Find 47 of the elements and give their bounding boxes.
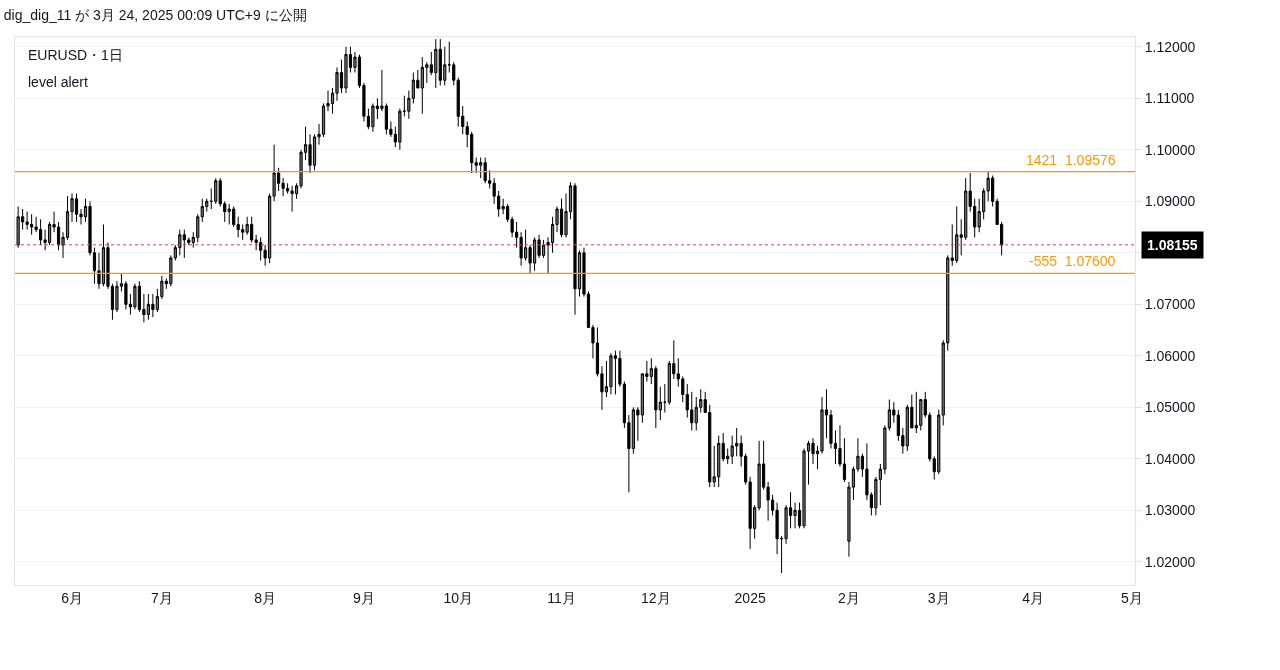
y-tick-label: 1.07000 [1144,296,1196,313]
candlestick [344,46,348,94]
y-tick-label: 1.06000 [1144,347,1196,364]
candlestick [613,350,618,395]
candlestick [609,352,613,395]
candlestick [151,293,155,318]
x-tick-label: 8月 [254,589,277,606]
y-tick-label: 1.12000 [1144,38,1196,55]
candlestick [214,177,218,205]
x-tick-label: 9月 [353,589,375,606]
candlestick [209,187,213,210]
x-tick-label: 12月 [641,589,671,606]
chart-title: dig_dig_11 が 3月 24, 2025 00:09 UTC+9 に公開 [3,6,307,23]
y-tick-label: 1.02000 [1144,553,1196,570]
y-tick-label: 1.04000 [1144,450,1196,467]
candlestick [227,203,231,225]
candlestick [573,182,577,316]
candlestick [101,223,106,287]
candlestick [434,38,438,89]
ref-line-label: 1421 1.09576 [1026,152,1116,168]
candlestick [663,383,667,413]
x-tick-label: 7月 [150,589,173,606]
y-tick-label: 1.11000 [1144,90,1195,107]
y-tick-label: 1.09000 [1144,193,1196,210]
x-tick-label: 2025 [734,589,766,606]
ref-line-label: -555 1.07600 [1029,253,1116,269]
candlestick [371,102,375,133]
candlestick [74,193,79,223]
candlestick [16,205,20,249]
candlestick [290,185,294,213]
x-tick-label: 6月 [61,589,83,606]
candlestick [559,198,564,238]
x-tick-label: 4月 [1022,589,1044,606]
annotation: EURUSD・1日 [28,47,123,63]
y-tick-label: 1.05000 [1144,399,1196,416]
candlestick [532,236,537,272]
candlestick [25,211,29,231]
ref-line-label: 1.08155 [1147,237,1198,253]
x-tick-label: 10月 [443,589,474,606]
annotation: level alert [28,74,89,90]
y-tick-label: 1.03000 [1144,502,1196,519]
candlestick [483,157,487,184]
y-tick-label: 1.10000 [1144,141,1196,158]
x-tick-label: 5月 [1120,589,1143,606]
x-tick-label: 2月 [838,589,860,606]
x-tick-label: 3月 [927,589,950,606]
x-tick-label: 11月 [547,589,576,606]
